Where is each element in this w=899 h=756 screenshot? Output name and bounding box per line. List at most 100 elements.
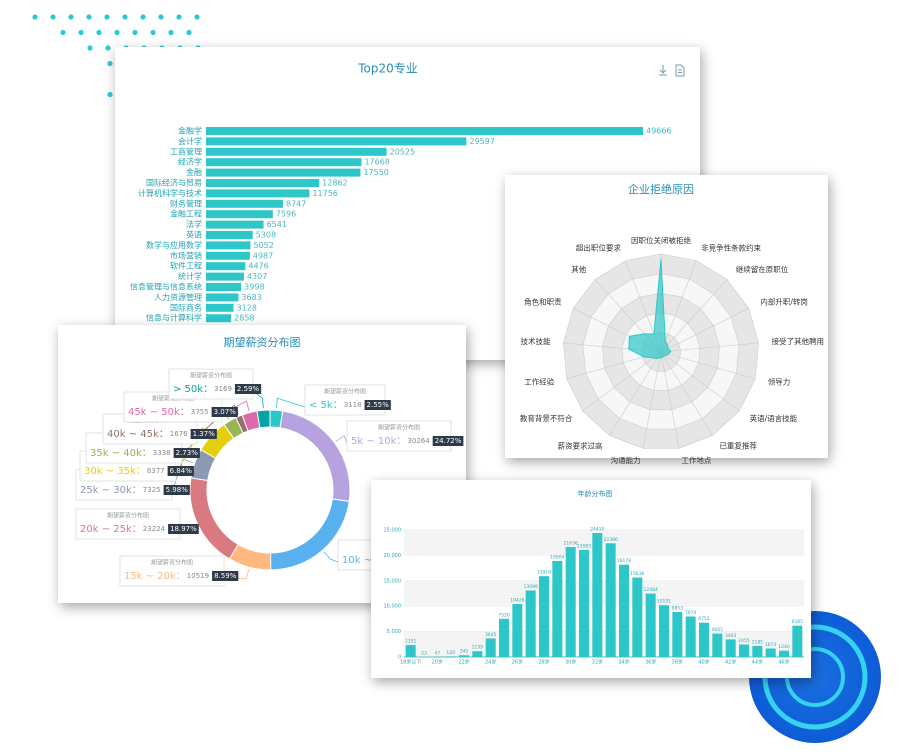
- dot: [150, 29, 156, 36]
- y-tick-label: 25,000: [384, 528, 402, 534]
- bar: [206, 272, 244, 281]
- chart-title: 年龄分布图: [578, 489, 613, 498]
- bar: [539, 576, 549, 657]
- value-label: 2858: [234, 314, 254, 323]
- download-icon: [659, 65, 667, 76]
- dot: [105, 45, 111, 51]
- dot: [168, 29, 174, 36]
- dot: [122, 14, 128, 20]
- category-label: 数学与应用数学: [146, 240, 202, 250]
- bar: [206, 262, 246, 271]
- value-label: 12484: [644, 587, 658, 593]
- slice-percent: 2.59%: [237, 385, 260, 393]
- bar: [605, 543, 616, 657]
- bar: [499, 618, 509, 657]
- indicator-label: 其他: [571, 264, 586, 274]
- radar-axis: [660, 342, 759, 353]
- x-tick-label: 44岁: [752, 659, 763, 666]
- dot: [60, 29, 66, 36]
- value-label: 7974: [685, 610, 697, 616]
- slice-value: 10519: [187, 572, 209, 580]
- chart-title: 企业拒绝原因: [628, 182, 694, 196]
- bar: [206, 231, 253, 239]
- category-label: 信息与计算科学: [146, 313, 202, 323]
- value-label: 10426: [510, 598, 524, 604]
- percent-badge: [432, 436, 464, 446]
- slice-category: > 50k：: [173, 384, 213, 395]
- value-label: 10191: [657, 599, 671, 605]
- slice-percent: 24.72%: [435, 437, 462, 445]
- bar: [552, 560, 563, 657]
- age-card: 年龄分布图 0 5,000 10,000 15,000 20,000 25,000 2351 1…: [371, 480, 811, 678]
- bar: [659, 605, 669, 657]
- category-label: 国际经济与贸易: [146, 178, 202, 188]
- label-box: 期望薪资分布图 5k ~ 10k： 30264 24.72%: [346, 420, 464, 452]
- indicator-label: 超出职位要求: [576, 242, 621, 252]
- radar-axis: [660, 351, 713, 436]
- dot: [87, 45, 93, 51]
- bar: [405, 645, 416, 657]
- value-label: 4476: [248, 262, 268, 271]
- value-label: 7596: [276, 210, 296, 219]
- value-label: 5052: [253, 241, 273, 250]
- y-tick-label: 10,000: [384, 604, 402, 610]
- value-label: 21083: [577, 543, 591, 549]
- dot: [194, 14, 200, 20]
- value-label: 13099: [524, 584, 538, 590]
- value-label: 1139: [472, 645, 484, 651]
- dot: [68, 14, 74, 20]
- category-label: 金融工程: [170, 209, 202, 219]
- label-box-bg: [75, 508, 181, 540]
- indicator-label: 已重复推荐: [719, 440, 757, 450]
- bar: [672, 612, 683, 657]
- slice-value: 3755: [191, 408, 209, 416]
- category-label: 国际商务: [170, 302, 202, 312]
- bar: [779, 650, 789, 657]
- radar-axis: [609, 351, 662, 436]
- split-area: [404, 631, 804, 657]
- x-tick-label: 30岁: [565, 659, 576, 666]
- label-box-bg: [119, 555, 225, 587]
- radar-axis: [660, 351, 740, 412]
- category-label: 市场营销: [170, 250, 202, 260]
- dot: [114, 29, 120, 36]
- indicator-label: 角色和职责: [524, 297, 562, 307]
- indicator-label: 技术技能: [520, 336, 550, 346]
- radar-axis: [660, 260, 697, 353]
- indicator-label: 领导力: [768, 376, 791, 386]
- category-label: 金融学: [178, 126, 202, 136]
- value-label: 6752: [698, 616, 710, 622]
- dot: [132, 29, 138, 36]
- value-label: 17550: [363, 168, 388, 177]
- value-label: 18904: [550, 554, 564, 560]
- percent-badge: [212, 571, 239, 581]
- x-tick-label: 42岁: [725, 659, 736, 666]
- category-label: 经济学: [178, 157, 202, 167]
- value-label: 5308: [256, 231, 276, 240]
- percent-badge: [190, 429, 217, 439]
- slice-percent: 3.07%: [214, 408, 237, 416]
- value-label: 29597: [469, 137, 494, 146]
- value-label: 1240: [778, 644, 790, 650]
- x-tick-label: 32岁: [592, 659, 603, 666]
- slice-value: 30264: [407, 437, 430, 445]
- bar: [792, 625, 803, 657]
- slice-category: 25k ~ 30k：: [80, 485, 142, 496]
- category-label: 计算机科学与技术: [138, 188, 202, 198]
- value-label: 4987: [253, 251, 273, 260]
- indicator-label: 沟通能力: [611, 455, 641, 465]
- category-label: 财务管理: [170, 198, 202, 208]
- bar: [206, 199, 283, 208]
- category-label: 统计学: [178, 271, 202, 281]
- radar-axis: [660, 351, 756, 380]
- label-box-title: 期望薪资分布图: [378, 424, 420, 432]
- indicator-label: 教育背景不符合: [520, 413, 573, 423]
- bar: [206, 293, 239, 302]
- x-tick-label: 46岁: [778, 659, 789, 666]
- slice-value: 8377: [147, 467, 165, 475]
- label-box: 期望薪资分布图 15k ~ 20k： 10519 8.59%: [119, 555, 239, 587]
- radar-axis: [660, 308, 749, 353]
- value-label: 2351: [405, 639, 417, 645]
- slice-category: 15k ~ 20k：: [124, 571, 186, 582]
